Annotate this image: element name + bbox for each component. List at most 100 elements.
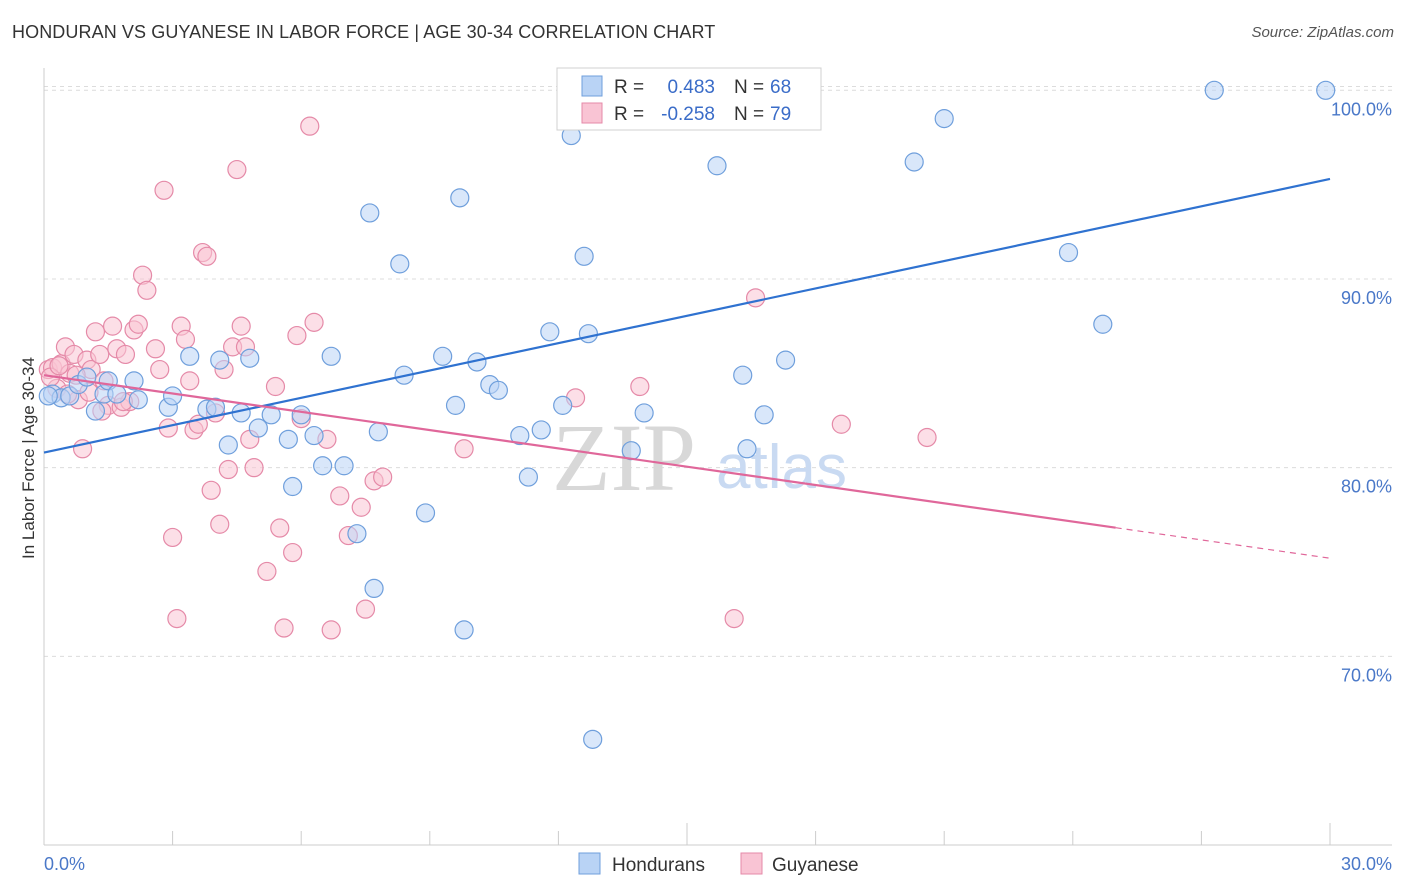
- honduran-point: [553, 395, 573, 415]
- guyanese-point: [274, 618, 294, 638]
- guyanese-point: [210, 514, 230, 534]
- honduran-point: [445, 395, 466, 415]
- honduran-point: [283, 476, 303, 497]
- honduran-point: [450, 188, 470, 208]
- honduran-point: [124, 371, 144, 391]
- honduran-point: [180, 346, 200, 366]
- honduran-point: [278, 429, 298, 449]
- guyanese-point: [137, 280, 157, 300]
- honduran-point: [248, 418, 268, 438]
- honduran-point: [454, 620, 474, 640]
- guyanese-point: [227, 159, 247, 180]
- honduran-point: [754, 405, 774, 425]
- guyanese-point: [231, 316, 251, 336]
- honduran-point: [360, 203, 380, 223]
- honduran-point: [634, 403, 654, 423]
- guyanese-point: [265, 376, 286, 397]
- guyanese-point: [351, 497, 371, 517]
- legend-n-value: 68: [770, 77, 791, 98]
- honduran-point: [85, 401, 106, 421]
- legend-swatch-guyanese: [581, 102, 603, 124]
- guyanese-point: [145, 339, 166, 359]
- guyanese-point: [287, 325, 307, 346]
- honduran-point: [364, 578, 384, 599]
- honduran-point: [540, 322, 560, 342]
- x-tick-label: 0.0%: [44, 854, 85, 874]
- guyanese-point: [373, 467, 393, 487]
- honduran-point: [1316, 80, 1336, 100]
- guyanese-point: [180, 371, 200, 391]
- source-credit: Source: ZipAtlas.com: [1251, 24, 1394, 41]
- guyanese-point: [355, 599, 376, 619]
- x-tick-label: 30.0%: [1341, 854, 1392, 874]
- guyanese-point: [831, 414, 851, 434]
- legend-label-hondurans: Hondurans: [612, 855, 705, 876]
- chart-title: HONDURAN VS GUYANESE IN LABOR FORCE | AG…: [12, 22, 716, 42]
- legend-r-label: R =: [614, 77, 644, 98]
- honduran-point: [218, 435, 238, 455]
- legend-swatch-hondurans: [581, 75, 603, 97]
- legend-swatch-guyanese: [740, 852, 763, 875]
- honduran-point: [163, 386, 183, 406]
- trend-lines: [43, 177, 1331, 559]
- honduran-point: [415, 503, 436, 523]
- guyanese-point: [163, 527, 183, 548]
- y-tick-label: 100.0%: [1331, 99, 1392, 119]
- guyanese-point: [321, 620, 341, 640]
- legend-stats: R = 0.483 N = 68 R = -0.258 N = 79: [556, 67, 822, 131]
- y-tick-label: 80.0%: [1341, 477, 1392, 497]
- legend-label-guyanese: Guyanese: [772, 855, 859, 876]
- honduran-point: [707, 156, 727, 176]
- honduran-point: [531, 420, 551, 440]
- guyanese-point: [197, 246, 217, 266]
- honduran-point: [1058, 242, 1079, 263]
- guyanese-point: [917, 427, 937, 448]
- guyanese-point: [154, 180, 174, 200]
- honduran-point: [313, 456, 333, 476]
- axes: 0.0% 30.0%: [43, 68, 1392, 874]
- guyanese-point: [244, 458, 264, 478]
- honduran-point: [737, 439, 757, 459]
- guyanese-point: [85, 322, 106, 342]
- guyanese-point: [128, 314, 148, 334]
- guyanese-point: [90, 344, 110, 365]
- data-points: [38, 80, 1336, 749]
- trend-line-hondurans: [43, 177, 1331, 454]
- legend-r-label: R =: [614, 104, 644, 125]
- honduran-point: [510, 425, 530, 446]
- honduran-point: [775, 350, 796, 370]
- honduran-point: [488, 380, 508, 400]
- honduran-point: [578, 324, 599, 344]
- guyanese-point: [745, 288, 766, 308]
- guyanese-point: [330, 486, 350, 506]
- guyanese-point: [218, 459, 238, 480]
- honduran-point: [433, 346, 453, 366]
- honduran-point: [904, 152, 924, 172]
- guyanese-point: [724, 608, 744, 629]
- guyanese-point: [257, 561, 277, 582]
- guyanese-point: [167, 608, 187, 629]
- legend-r-value: 0.483: [667, 77, 715, 98]
- guyanese-point: [201, 480, 221, 500]
- honduran-point: [733, 365, 753, 385]
- legend-n-value: 79: [770, 104, 791, 125]
- honduran-point: [1093, 314, 1113, 334]
- guyanese-point: [300, 116, 320, 136]
- legend-n-label: N =: [734, 77, 764, 98]
- honduran-point: [304, 425, 324, 446]
- y-tick-label: 90.0%: [1341, 288, 1392, 308]
- honduran-point: [38, 386, 58, 406]
- legend-r-value: -0.258: [661, 104, 715, 125]
- honduran-point: [347, 524, 367, 544]
- honduran-point: [368, 422, 388, 442]
- guyanese-point: [304, 312, 324, 332]
- honduran-point: [128, 390, 148, 410]
- honduran-point: [291, 405, 311, 425]
- guyanese-point: [49, 356, 69, 376]
- honduran-point: [574, 246, 594, 266]
- guyanese-point: [150, 359, 170, 380]
- gridlines: 70.0% 80.0% 90.0% 100.0%: [44, 86, 1392, 685]
- y-tick-label: 70.0%: [1341, 665, 1392, 685]
- honduran-point: [240, 348, 260, 368]
